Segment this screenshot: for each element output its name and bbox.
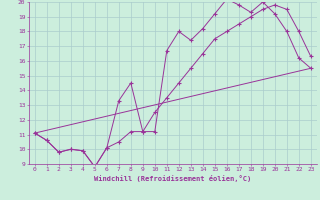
- X-axis label: Windchill (Refroidissement éolien,°C): Windchill (Refroidissement éolien,°C): [94, 175, 252, 182]
